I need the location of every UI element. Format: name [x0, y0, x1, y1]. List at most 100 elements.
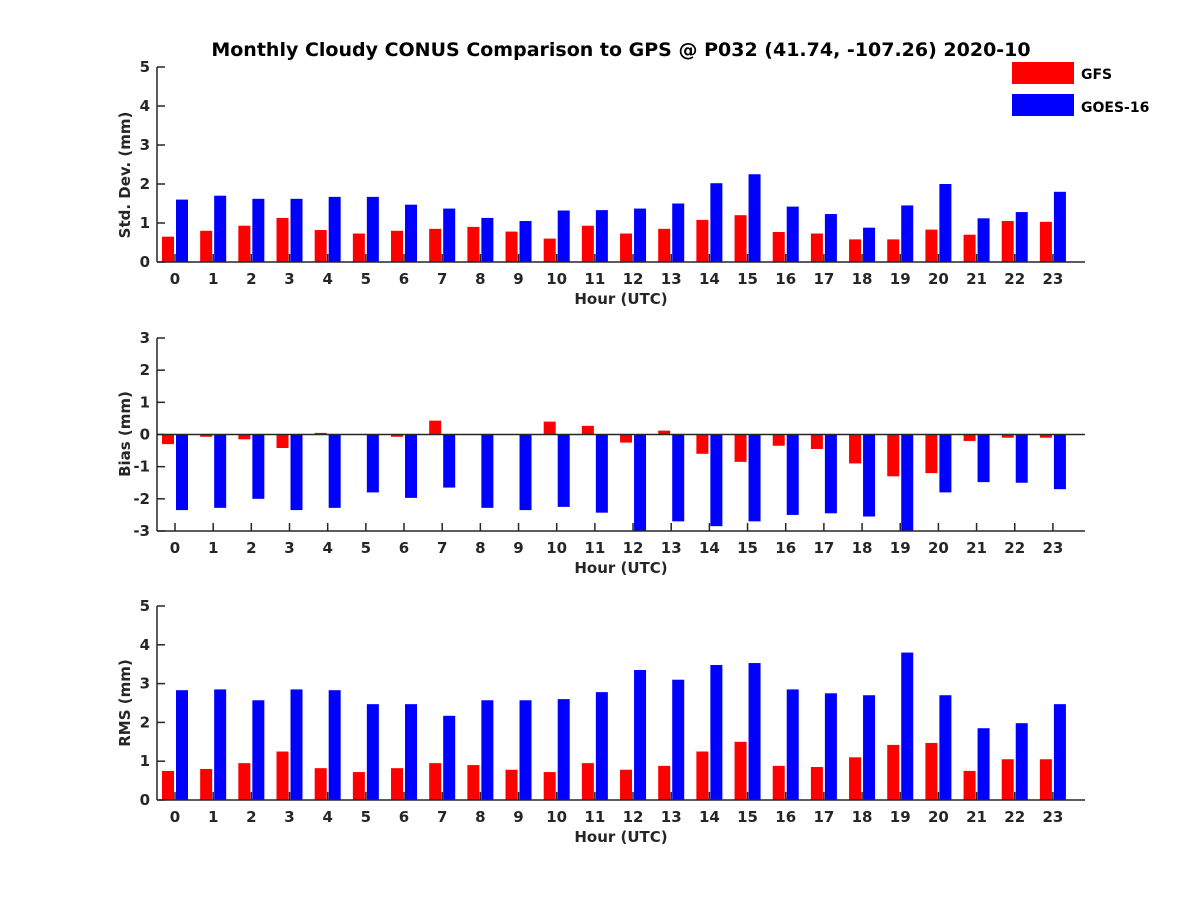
bar-goes16-hour-12 — [634, 670, 647, 800]
x-tick-label: 23 — [1042, 539, 1063, 557]
bar-gfs-hour-11 — [581, 763, 594, 800]
x-tick-label: 5 — [361, 808, 371, 826]
bar-goes16-hour-17 — [824, 214, 837, 262]
x-tick-label: 21 — [966, 539, 987, 557]
x-tick-label: 22 — [1004, 270, 1025, 288]
y-axis-label: RMS (mm) — [116, 659, 134, 746]
x-tick-label: 18 — [852, 539, 873, 557]
bar-goes16-hour-5 — [366, 196, 379, 262]
bar-gfs-hour-21 — [963, 770, 976, 800]
bar-goes16-hour-16 — [786, 689, 799, 800]
bar-gfs-hour-3 — [276, 434, 289, 449]
bar-gfs-hour-14 — [696, 219, 709, 262]
x-axis-label: Hour (UTC) — [574, 290, 667, 308]
bar-goes16-hour-13 — [672, 203, 685, 262]
bar-gfs-hour-22 — [1001, 759, 1014, 800]
bar-goes16-hour-17 — [824, 693, 837, 800]
bar-goes16-hour-9 — [519, 700, 532, 800]
bar-goes16-hour-1 — [214, 195, 227, 262]
bar-gfs-hour-21 — [963, 234, 976, 262]
y-tick-label: 1 — [140, 752, 150, 770]
chart-title: Monthly Cloudy CONUS Comparison to GPS @… — [211, 39, 1030, 61]
bar-gfs-hour-16 — [772, 765, 785, 800]
bar-goes16-hour-4 — [328, 690, 341, 800]
legend: GFS GOES-16 — [1012, 62, 1149, 116]
x-tick-label: 3 — [284, 808, 294, 826]
bar-gfs-hour-18 — [849, 434, 862, 464]
x-tick-label: 1 — [208, 808, 218, 826]
x-tick-label: 15 — [737, 808, 758, 826]
bar-gfs-hour-16 — [772, 434, 785, 446]
bar-gfs-hour-1 — [200, 230, 213, 262]
x-tick-label: 7 — [437, 539, 447, 557]
bar-gfs-hour-13 — [658, 765, 671, 800]
bar-goes16-hour-2 — [252, 198, 265, 262]
bar-goes16-hour-18 — [863, 227, 876, 262]
bar-gfs-hour-14 — [696, 751, 709, 800]
bar-gfs-hour-16 — [772, 231, 785, 262]
x-tick-label: 18 — [852, 808, 873, 826]
bar-goes16-hour-15 — [748, 174, 761, 262]
y-tick-label: 3 — [140, 329, 150, 347]
x-tick-label: 12 — [623, 539, 644, 557]
y-tick-label: 3 — [140, 136, 150, 154]
x-tick-label: 15 — [737, 539, 758, 557]
bar-gfs-hour-15 — [734, 215, 747, 262]
bar-goes16-hour-6 — [405, 434, 418, 498]
x-tick-label: 13 — [661, 808, 682, 826]
x-tick-label: 12 — [623, 270, 644, 288]
bar-gfs-hour-18 — [849, 757, 862, 800]
bar-goes16-hour-23 — [1053, 704, 1066, 800]
bar-gfs-hour-23 — [1039, 434, 1052, 438]
bar-goes16-hour-7 — [443, 208, 456, 262]
bar-goes16-hour-7 — [443, 434, 456, 488]
x-tick-label: 11 — [584, 539, 605, 557]
x-axis-label: Hour (UTC) — [574, 828, 667, 846]
bar-gfs-hour-17 — [810, 767, 823, 800]
bar-goes16-hour-14 — [710, 183, 723, 262]
x-tick-label: 19 — [890, 270, 911, 288]
bar-gfs-hour-23 — [1039, 221, 1052, 262]
x-tick-label: 1 — [208, 270, 218, 288]
y-tick-label: -1 — [133, 458, 150, 476]
bar-goes16-hour-21 — [977, 434, 990, 483]
x-tick-label: 16 — [775, 539, 796, 557]
x-tick-label: 18 — [852, 270, 873, 288]
bar-gfs-hour-7 — [429, 228, 442, 262]
x-tick-label: 17 — [813, 808, 834, 826]
bar-gfs-hour-3 — [276, 751, 289, 800]
x-tick-label: 5 — [361, 270, 371, 288]
bar-goes16-hour-3 — [290, 689, 303, 800]
bar-goes16-hour-22 — [1015, 723, 1028, 800]
bar-gfs-hour-20 — [925, 434, 938, 474]
bar-goes16-hour-19 — [901, 434, 914, 531]
bar-gfs-hour-11 — [581, 225, 594, 262]
bar-gfs-hour-10 — [543, 238, 556, 262]
bar-goes16-hour-1 — [214, 689, 227, 800]
bar-gfs-hour-0 — [162, 236, 174, 262]
x-tick-label: 1 — [208, 539, 218, 557]
bar-goes16-hour-9 — [519, 221, 532, 262]
bar-gfs-hour-7 — [429, 763, 442, 800]
x-tick-label: 9 — [513, 539, 523, 557]
bar-gfs-hour-17 — [810, 434, 823, 449]
x-tick-label: 0 — [170, 539, 180, 557]
bar-gfs-hour-21 — [963, 434, 976, 441]
x-tick-label: 8 — [475, 808, 485, 826]
x-tick-label: 13 — [661, 539, 682, 557]
bar-goes16-hour-1 — [214, 434, 227, 508]
bar-gfs-hour-18 — [849, 239, 862, 262]
bar-gfs-hour-8 — [467, 226, 480, 262]
x-tick-label: 11 — [584, 270, 605, 288]
bar-gfs-hour-19 — [887, 239, 900, 262]
x-tick-label: 6 — [399, 808, 409, 826]
bar-goes16-hour-11 — [595, 692, 608, 800]
bar-goes16-hour-16 — [786, 434, 799, 515]
bar-goes16-hour-9 — [519, 434, 532, 511]
bar-gfs-hour-2 — [238, 434, 251, 440]
x-tick-label: 4 — [322, 539, 332, 557]
x-tick-label: 15 — [737, 270, 758, 288]
bar-goes16-hour-10 — [557, 699, 570, 800]
bar-gfs-hour-20 — [925, 229, 938, 262]
